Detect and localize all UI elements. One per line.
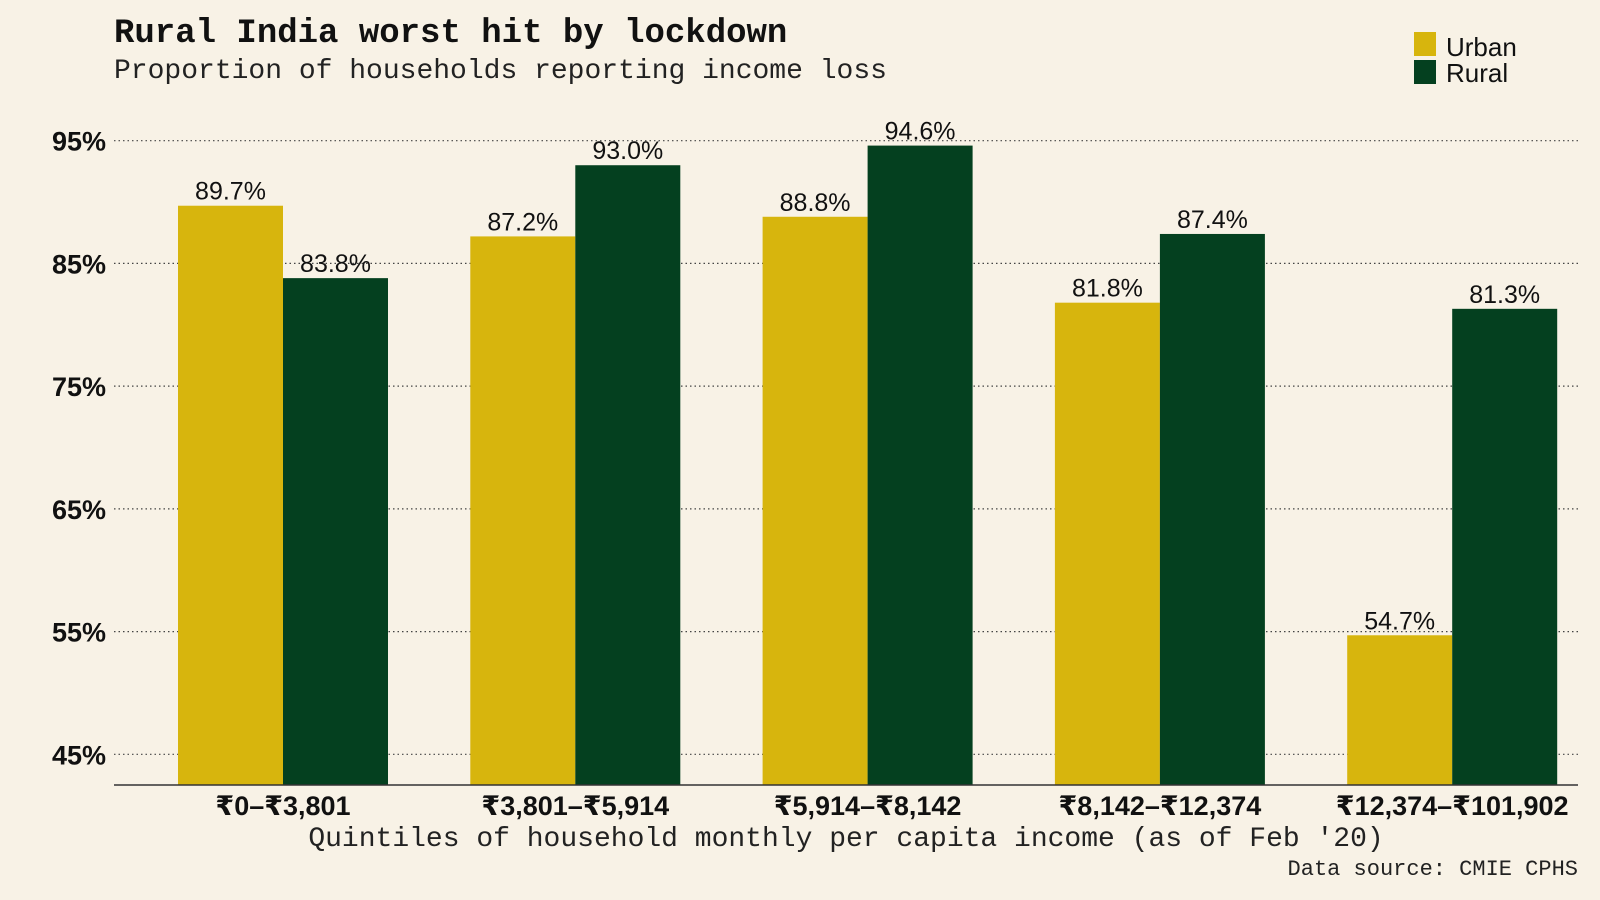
bar-urban [1054, 302, 1160, 785]
x-tick-label: ₹12,374–₹101,902 [1336, 791, 1569, 821]
data-label-rural: 94.6% [885, 118, 956, 146]
bar-rural [1452, 308, 1558, 785]
x-axis-ticks: ₹0–₹3,801 ₹3,801–₹5,914 ₹5,914–₹8,142 ₹8,14… [215, 791, 1568, 821]
data-label-rural: 83.8% [300, 250, 371, 278]
legend-swatch-rural [1414, 60, 1436, 84]
legend: Urban Rural [1414, 32, 1517, 88]
bar-urban [470, 236, 576, 786]
y-axis-ticks: 45% 55% 65% 75% 85% 95% [52, 127, 106, 771]
x-axis-label: Quintiles of household monthly per capit… [308, 824, 1383, 855]
legend-label-rural: Rural [1446, 58, 1508, 88]
bars [178, 145, 1558, 786]
bar-urban [762, 216, 868, 786]
x-tick-label: ₹8,142–₹12,374 [1059, 791, 1262, 821]
data-source: Data source: CMIE CPHS [1288, 857, 1578, 882]
y-tick-label: 75% [52, 372, 106, 402]
bar-urban [178, 205, 283, 785]
data-label-urban: 87.2% [487, 208, 558, 236]
data-label-urban: 88.8% [780, 189, 851, 217]
y-tick-label: 85% [52, 249, 106, 279]
chart-subtitle: Proportion of households reporting incom… [114, 56, 887, 87]
legend-label-urban: Urban [1446, 32, 1517, 62]
data-label-rural: 93.0% [592, 137, 663, 165]
legend-swatch-urban [1414, 32, 1436, 56]
y-tick-label: 95% [52, 127, 106, 157]
x-tick-label: ₹5,914–₹8,142 [774, 791, 962, 821]
data-label-urban: 81.8% [1072, 275, 1143, 303]
y-tick-label: 45% [52, 740, 106, 770]
bar-urban [1347, 635, 1453, 785]
bar-rural [867, 145, 973, 785]
bar-rural [575, 165, 681, 785]
data-label-rural: 81.3% [1469, 281, 1540, 309]
y-tick-label: 55% [52, 618, 106, 648]
bar-rural [283, 278, 388, 785]
x-tick-label: ₹3,801–₹5,914 [481, 791, 669, 821]
x-tick-label: ₹0–₹3,801 [215, 791, 350, 821]
data-label-rural: 87.4% [1177, 206, 1248, 234]
data-labels: 89.7% 83.8% 87.2% 93.0% 88.8% 94.6% 81.8% 87.4%… [195, 118, 1540, 636]
bar-rural [1159, 233, 1265, 786]
data-label-urban: 54.7% [1364, 607, 1435, 635]
data-label-urban: 89.7% [195, 178, 266, 206]
chart-title: Rural India worst hit by lockdown [114, 15, 787, 53]
y-tick-label: 65% [52, 495, 106, 525]
